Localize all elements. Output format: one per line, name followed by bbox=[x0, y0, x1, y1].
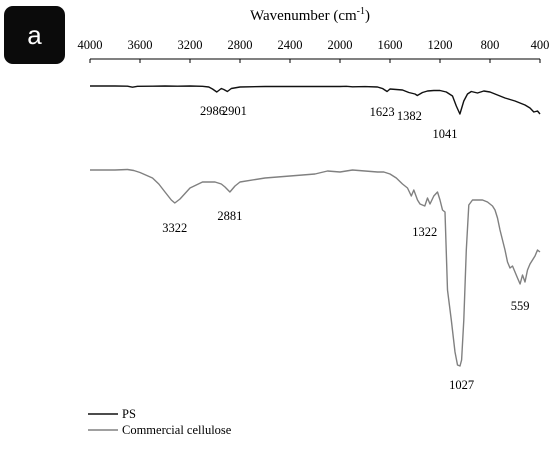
peak-label: 3322 bbox=[162, 221, 187, 235]
x-axis-title-close: ) bbox=[365, 8, 370, 24]
legend-label: Commercial cellulose bbox=[122, 423, 232, 437]
peak-label: 1382 bbox=[397, 109, 422, 123]
x-axis-title-main: Wavenumber (cm bbox=[250, 8, 357, 24]
legend-label: PS bbox=[122, 407, 136, 421]
peak-label: 2901 bbox=[222, 104, 247, 118]
x-tick-label: 2800 bbox=[228, 38, 253, 52]
series-line-commercial-cellulose bbox=[90, 168, 541, 367]
x-tick-label: 3200 bbox=[178, 38, 203, 52]
x-tick-label: 800 bbox=[481, 38, 500, 52]
peak-label: 2881 bbox=[217, 209, 242, 223]
peak-label: 1623 bbox=[370, 105, 395, 119]
x-tick-label: 4000 bbox=[78, 38, 103, 52]
x-tick-label: 400 bbox=[531, 38, 550, 52]
peak-label: 1041 bbox=[433, 127, 458, 141]
x-tick-label: 1200 bbox=[428, 38, 453, 52]
peak-label: 1027 bbox=[449, 378, 474, 392]
x-tick-label: 2400 bbox=[278, 38, 303, 52]
x-axis-title: Wavenumber (cm-1) bbox=[250, 6, 370, 24]
x-tick-label: 3600 bbox=[128, 38, 153, 52]
series-line-ps bbox=[90, 85, 541, 115]
peak-label: 1322 bbox=[412, 225, 437, 239]
x-tick-label: 1600 bbox=[378, 38, 403, 52]
x-axis-title-superscript: -1 bbox=[357, 6, 365, 17]
legend: PS Commercial cellulose bbox=[88, 407, 232, 437]
x-tick-label: 2000 bbox=[328, 38, 353, 52]
series-lines bbox=[90, 85, 541, 367]
x-axis-ticks: 4000 3600 3200 2800 2400 2000 1600 1200 800 400 bbox=[78, 38, 550, 63]
panel-label-badge: a bbox=[4, 6, 65, 64]
peak-label: 2986 bbox=[200, 104, 225, 118]
peak-label: 559 bbox=[511, 299, 530, 313]
